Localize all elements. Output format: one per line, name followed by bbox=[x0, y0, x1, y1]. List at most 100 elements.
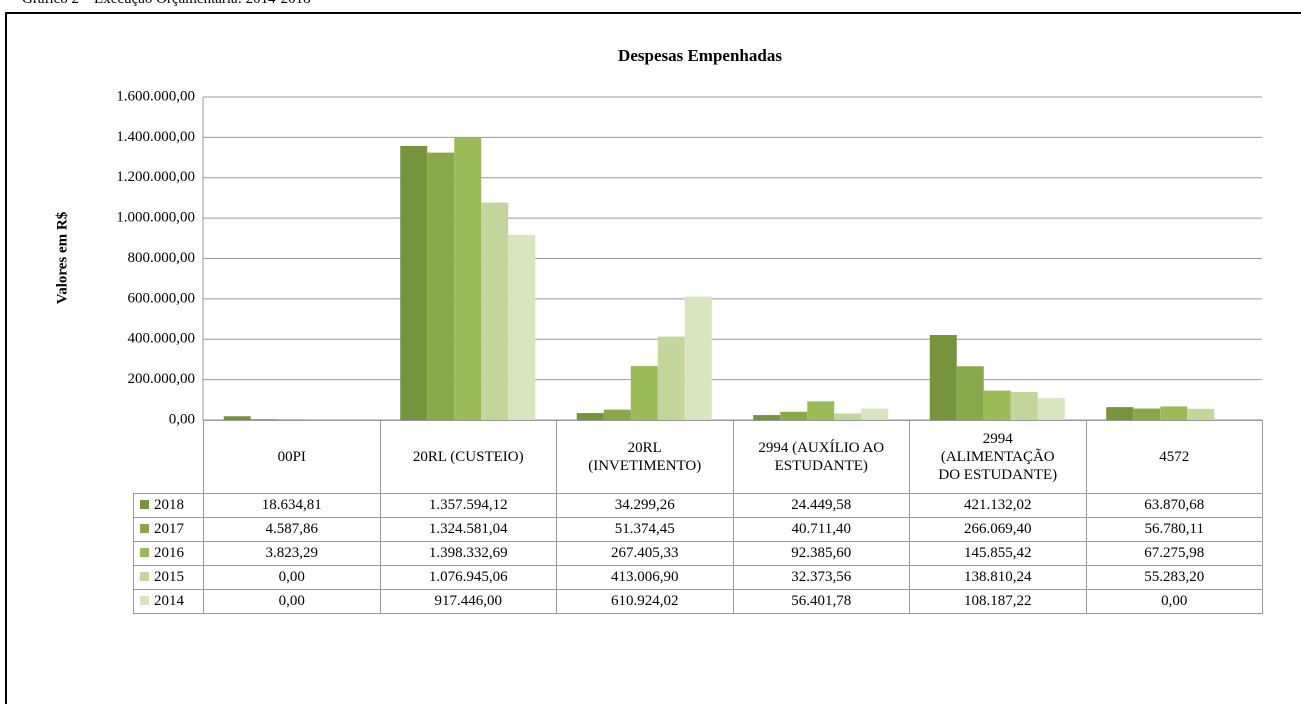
data-row: 2016 3.823,29 1.398.332,69 267.405,33 92.385… bbox=[133, 541, 1263, 566]
value-label: 0,00 bbox=[203, 565, 381, 590]
legend-swatch bbox=[140, 596, 149, 605]
blank-cell bbox=[133, 420, 204, 494]
bar bbox=[630, 366, 658, 420]
category-label: 2994 (AUXÍLIO AO ESTUDANTE) bbox=[732, 420, 910, 494]
legend-swatch bbox=[140, 500, 149, 509]
value-label: 266.069,40 bbox=[909, 517, 1087, 542]
bar bbox=[277, 419, 305, 420]
bar bbox=[603, 409, 631, 420]
legend-swatch bbox=[140, 548, 149, 557]
chart-title: Despesas Empenhadas bbox=[618, 46, 782, 65]
bar bbox=[1187, 408, 1215, 420]
legend-swatch bbox=[140, 572, 149, 581]
bar bbox=[508, 234, 536, 420]
bar bbox=[1010, 391, 1038, 420]
bar bbox=[250, 419, 278, 420]
value-label: 56.780,11 bbox=[1085, 517, 1263, 542]
bar bbox=[223, 416, 251, 420]
value-label: 24.449,58 bbox=[732, 493, 910, 518]
bar bbox=[983, 390, 1011, 420]
bar bbox=[807, 401, 835, 420]
legend-label: 2018 bbox=[154, 497, 184, 513]
bar bbox=[780, 411, 808, 420]
value-label: 108.187,22 bbox=[909, 589, 1087, 614]
bar bbox=[684, 296, 712, 420]
value-label: 63.870,68 bbox=[1085, 493, 1263, 518]
caption: Gráfico 2 – Execução Orçamentária: 2014-… bbox=[22, 0, 311, 8]
value-label: 1.357.594,12 bbox=[379, 493, 557, 518]
value-label: 32.373,56 bbox=[732, 565, 910, 590]
bar bbox=[657, 336, 685, 420]
category-label: 4572 bbox=[1085, 420, 1263, 494]
value-label: 34.299,26 bbox=[556, 493, 734, 518]
value-label: 4.587,86 bbox=[203, 517, 381, 542]
legend-entry: 2015 bbox=[133, 565, 204, 590]
bar bbox=[427, 152, 455, 420]
value-label: 917.446,00 bbox=[379, 589, 557, 614]
value-label: 56.401,78 bbox=[732, 589, 910, 614]
value-label: 0,00 bbox=[203, 589, 381, 614]
y-tick-label: 1.200.000,00 bbox=[116, 169, 195, 185]
frame bbox=[5, 12, 1301, 704]
value-label: 92.385,60 bbox=[732, 541, 910, 566]
y-axis-label: Valores em R$ bbox=[54, 211, 70, 304]
value-label: 1.076.945,06 bbox=[379, 565, 557, 590]
legend-entry: 2016 bbox=[133, 541, 204, 566]
y-tick-label: 800.000,00 bbox=[128, 250, 196, 266]
y-tick-label: 1.600.000,00 bbox=[116, 88, 195, 104]
value-label: 0,00 bbox=[1085, 589, 1263, 614]
bar bbox=[1133, 408, 1161, 420]
bar bbox=[1160, 406, 1188, 420]
legend-entry: 2017 bbox=[133, 517, 204, 542]
value-label: 3.823,29 bbox=[203, 541, 381, 566]
value-label: 51.374,45 bbox=[556, 517, 734, 542]
value-label: 18.634,81 bbox=[203, 493, 381, 518]
value-label: 421.132,02 bbox=[909, 493, 1087, 518]
bar bbox=[576, 413, 604, 420]
value-label: 138.810,24 bbox=[909, 565, 1087, 590]
value-label: 55.283,20 bbox=[1085, 565, 1263, 590]
data-row: 2018 18.634,81 1.357.594,12 34.299,26 24.449… bbox=[133, 493, 1263, 518]
bar bbox=[481, 202, 509, 420]
bar bbox=[400, 145, 428, 421]
legend-label: 2015 bbox=[154, 569, 184, 585]
legend-swatch bbox=[140, 524, 149, 533]
bar bbox=[956, 366, 984, 420]
category-label: 00PI bbox=[203, 420, 381, 494]
category-label: 20RL (INVETIMENTO) bbox=[556, 420, 734, 494]
y-tick-label: 200.000,00 bbox=[128, 371, 196, 387]
data-table: 00PI 20RL (CUSTEIO) 20RL (INVETIMENTO) 2994… bbox=[133, 420, 1263, 614]
bar bbox=[929, 334, 957, 420]
value-label: 145.855,42 bbox=[909, 541, 1087, 566]
category-label: 20RL (CUSTEIO) bbox=[379, 420, 557, 494]
bar bbox=[861, 408, 889, 420]
data-row: 2014 0,00 917.446,00 610.924,02 56.401,78 108… bbox=[133, 589, 1263, 614]
legend-entry: 2014 bbox=[133, 589, 204, 614]
y-tick-label: 1.400.000,00 bbox=[116, 129, 195, 145]
bar bbox=[834, 413, 862, 420]
legend-label: 2014 bbox=[154, 593, 184, 609]
bar bbox=[454, 137, 482, 420]
bar bbox=[753, 415, 781, 420]
value-label: 1.398.332,69 bbox=[379, 541, 557, 566]
value-label: 413.006,90 bbox=[556, 565, 734, 590]
value-label: 67.275,98 bbox=[1085, 541, 1263, 566]
header-row: 00PI 20RL (CUSTEIO) 20RL (INVETIMENTO) 2994… bbox=[133, 420, 1263, 494]
value-label: 40.711,40 bbox=[732, 517, 910, 542]
bar bbox=[1106, 407, 1134, 420]
y-tick-label: 400.000,00 bbox=[128, 331, 196, 347]
data-row: 2015 0,00 1.076.945,06 413.006,90 32.373,56 1… bbox=[133, 565, 1263, 590]
value-label: 610.924,02 bbox=[556, 589, 734, 614]
legend-label: 2016 bbox=[154, 545, 184, 561]
bar bbox=[1037, 398, 1065, 420]
value-label: 267.405,33 bbox=[556, 541, 734, 566]
y-tick-label: 1.000.000,00 bbox=[116, 210, 195, 226]
legend-entry: 2018 bbox=[133, 493, 204, 518]
data-row: 2017 4.587,86 1.324.581,04 51.374,45 40.711,… bbox=[133, 517, 1263, 542]
legend-label: 2017 bbox=[154, 521, 184, 537]
value-label: 1.324.581,04 bbox=[379, 517, 557, 542]
category-label: 2994 (ALIMENTAÇÃO DO ESTUDANTE) bbox=[909, 420, 1087, 494]
y-tick-label: 600.000,00 bbox=[128, 290, 196, 306]
